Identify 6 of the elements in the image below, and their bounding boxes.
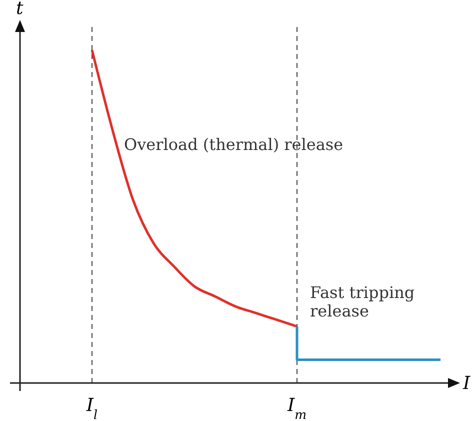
annotation: Fast tripping release bbox=[310, 283, 415, 320]
x-axis-title: I bbox=[462, 373, 471, 394]
annotation: Overload (thermal) release bbox=[124, 135, 344, 154]
y-axis-title: t bbox=[16, 0, 24, 19]
x-tick-label: I$_{l}$ bbox=[85, 395, 98, 421]
x-tick-label: I$_{m}$ bbox=[286, 395, 307, 421]
